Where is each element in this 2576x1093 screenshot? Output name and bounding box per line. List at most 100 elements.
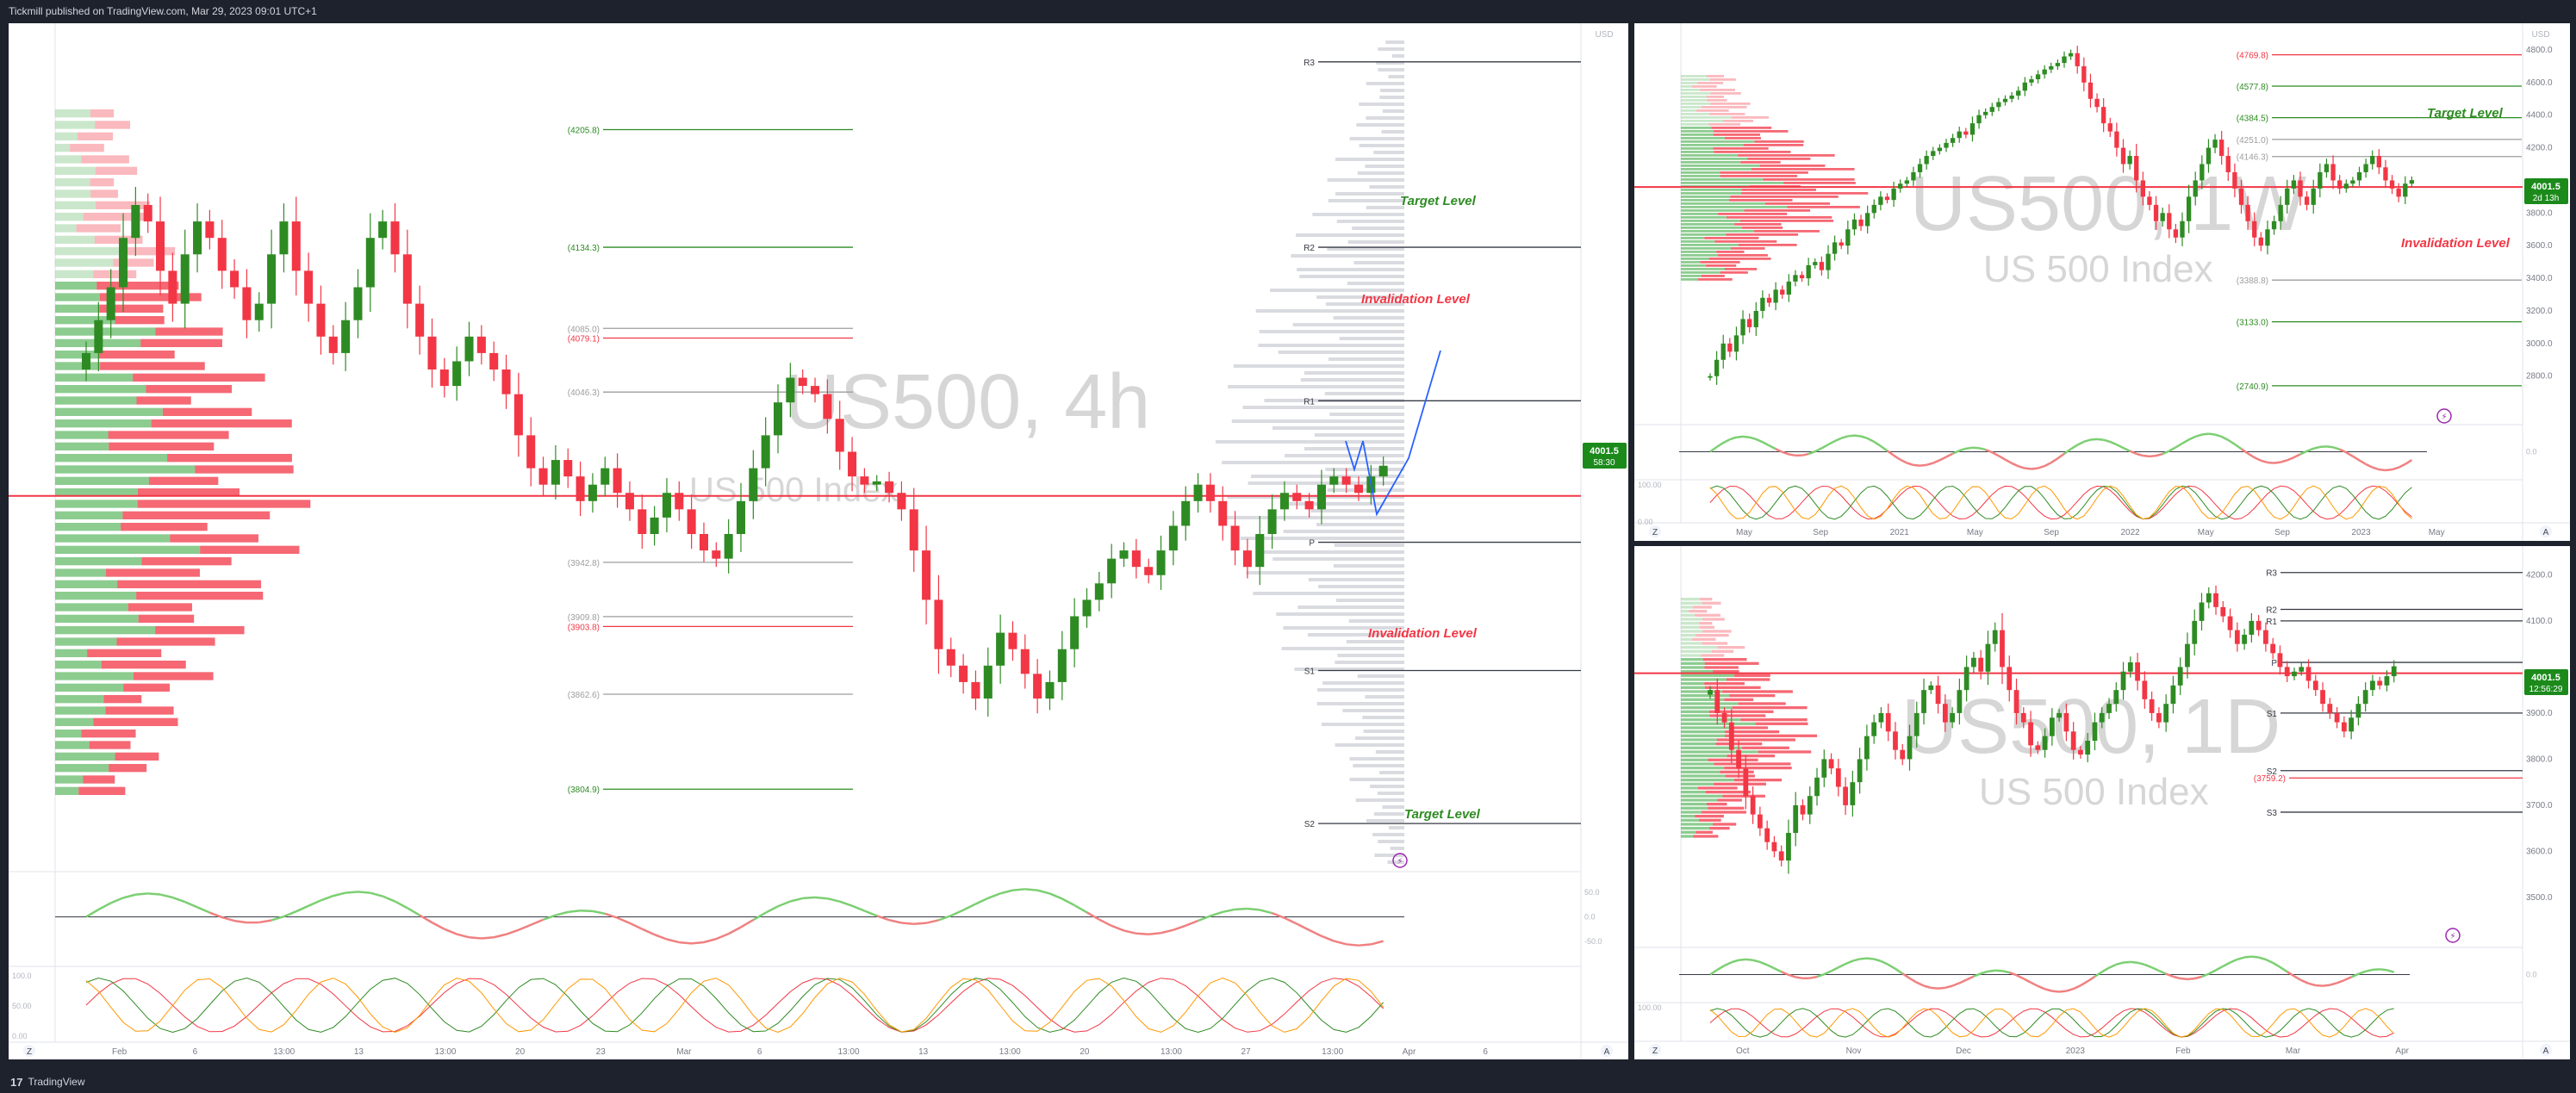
candle-body <box>2163 704 2169 723</box>
time-axis-tick: Apr <box>2395 1046 2409 1056</box>
candle-body <box>452 361 462 387</box>
volume-profile-up-row <box>1681 746 1743 749</box>
volume-profile-down-row <box>94 235 143 244</box>
rsi-segment <box>1259 909 1272 915</box>
price-axis-tick: 4100.0 <box>2526 617 2553 626</box>
candle-body <box>1985 643 1991 672</box>
visible-range-profile-row <box>1255 309 1404 313</box>
volume-profile-up-row <box>1681 823 1714 826</box>
candle-body <box>1931 151 1936 157</box>
volume-profile-down-row <box>1759 165 1826 167</box>
visible-range-profile-row <box>1327 488 1404 492</box>
volume-profile-up-row <box>1681 649 1712 653</box>
candle-body <box>1045 681 1055 699</box>
visible-range-profile-row <box>1365 165 1404 168</box>
currency-label: USD <box>1595 30 1613 40</box>
volume-profile-down-row <box>1695 613 1720 617</box>
visible-range-profile-row <box>1231 419 1404 423</box>
rsi-tick: 50.0 <box>1584 888 1600 897</box>
rsi-segment <box>1895 967 1903 975</box>
volume-profile-down-row <box>1704 686 1761 689</box>
volume-profile-up-row <box>55 431 109 439</box>
candle-body <box>959 665 968 682</box>
candle-body <box>1082 599 1092 617</box>
candle-body <box>823 394 832 419</box>
price-axis-labels: 4800.0 4600.0 4400.0 4200.0 3800.0 3600.0 3400… <box>2526 46 2553 382</box>
zoom-button[interactable] <box>1649 1044 1661 1056</box>
volume-profile-down-row <box>1734 223 1782 226</box>
rsi-segment <box>1938 986 1945 990</box>
rsi-segment <box>2339 448 2347 454</box>
volume-profile-up-row <box>55 672 134 680</box>
auto-scale-button[interactable] <box>2540 1044 2552 1056</box>
candle-body <box>2278 204 2283 221</box>
auto-scale-button[interactable] <box>1601 1045 1613 1057</box>
rsi-segment <box>1840 435 1849 439</box>
volume-profile-up-row <box>55 373 134 382</box>
chart-pane-1d[interactable]: US500, 1D US 500 Index R3 R2 R1 P S1 (3759.2)… <box>1634 546 2570 1059</box>
volume-profile-up-row <box>1681 806 1708 810</box>
candle-body <box>2013 690 2019 713</box>
price-axis[interactable] <box>1581 23 1628 1059</box>
bar-countdown: 2d 13h <box>2533 194 2560 203</box>
zoom-button[interactable] <box>1649 525 1661 537</box>
chart-4h-canvas[interactable]: US500, 4h US 500 Index R3(4205.8)(4134.3… <box>9 23 1628 1059</box>
level-line-label: (3804.9) <box>568 786 600 795</box>
volume-profile-up-row <box>1681 230 1755 233</box>
chart-1w-canvas[interactable]: US500, 1W US 500 Index (4769.8)(4577.8)(… <box>1634 23 2570 541</box>
candle-body <box>1814 777 1820 797</box>
volume-profile-up-row <box>55 351 100 359</box>
visible-range-profile-row <box>1304 371 1404 375</box>
lightning-icon[interactable] <box>1392 853 1408 868</box>
level-line-label: S3 <box>2267 809 2278 818</box>
volume-profile-up-row <box>55 488 138 497</box>
volume-profile-up-row <box>1681 158 1748 160</box>
level-line-label: (3759.2) <box>2254 774 2286 784</box>
volume-profile-down-row <box>167 454 292 463</box>
rsi-segment <box>1944 984 1953 990</box>
candle-body <box>427 336 437 370</box>
lightning-icon[interactable] <box>2436 408 2452 424</box>
candle-body <box>2056 712 2063 718</box>
candle-body <box>1983 111 1988 115</box>
candle-body <box>1329 476 1339 485</box>
volume-profile <box>1681 598 1818 838</box>
rsi-segment <box>2208 969 2217 975</box>
candle-body <box>2167 213 2172 230</box>
stoch-tick: 50.00 <box>12 1002 32 1010</box>
volume-profile-up-row <box>1681 261 1701 264</box>
chart-1d-canvas[interactable]: US500, 1D US 500 Index R3 R2 R1 P S1 (3759.2)… <box>1634 546 2570 1059</box>
level-line-label: (3862.6) <box>568 691 600 700</box>
candle-body <box>835 419 844 452</box>
tradingview-logo-icon: 17 <box>10 1075 23 1089</box>
rsi-segment <box>221 916 235 922</box>
tradingview-brand[interactable]: TradingView <box>28 1076 85 1088</box>
chart-pane-4h[interactable]: US500, 4h US 500 Index R3 (4205.8) (4134.3… <box>9 23 1628 1059</box>
candle-body <box>1992 630 1998 644</box>
rsi-segment <box>1900 458 1907 464</box>
visible-range-profile-row <box>1356 123 1404 127</box>
candle-body <box>934 599 943 649</box>
rsi-segment <box>1985 448 1993 454</box>
volume-profile-up-row <box>1681 686 1705 689</box>
volume-profile-up-row <box>1681 774 1726 778</box>
volume-profile-up-row <box>55 166 96 175</box>
rsi-segment <box>1284 916 1297 925</box>
rsi-segment <box>147 892 161 896</box>
zoom-button[interactable] <box>23 1045 35 1057</box>
volume-profile-down-row <box>1720 175 1798 177</box>
volume-profile-up-row <box>1681 830 1696 834</box>
volume-profile-down-row <box>148 476 219 485</box>
auto-scale-button[interactable] <box>2540 525 2552 537</box>
candle-body <box>1721 712 1727 723</box>
candle-body <box>2334 712 2340 723</box>
visible-range-profile-row <box>1316 523 1404 526</box>
candle-body <box>1963 667 1969 691</box>
candle-body <box>1921 690 1926 713</box>
chart-pane-1w[interactable]: US500, 1W US 500 Index (4769.8) (4577.8)(… <box>1634 23 2570 541</box>
candle-body <box>2049 65 2054 70</box>
volume-profile-down-row <box>78 786 126 795</box>
lightning-icon[interactable] <box>2445 928 2461 943</box>
visible-range-profile-row <box>1375 750 1404 754</box>
rsi-segment <box>171 896 186 904</box>
